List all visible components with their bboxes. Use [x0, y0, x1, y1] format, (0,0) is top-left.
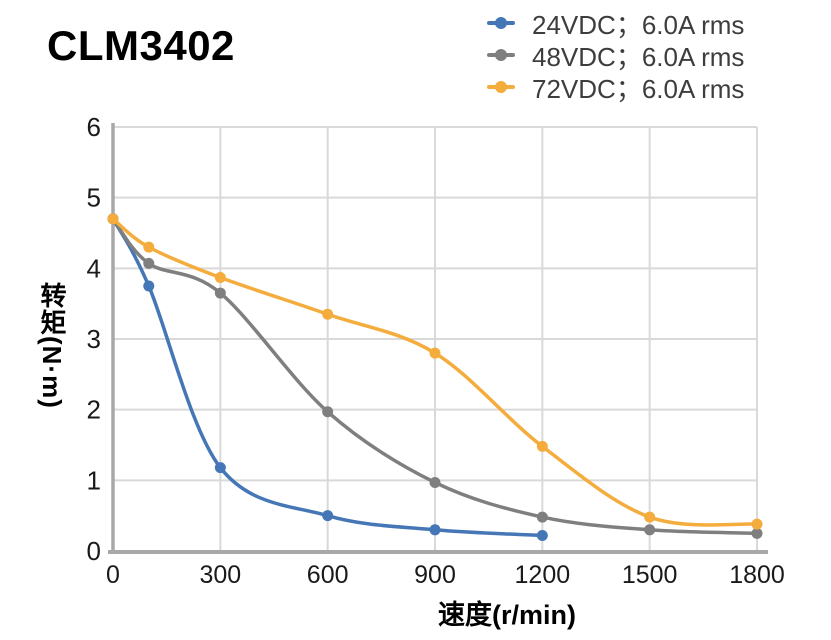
legend-item: 48VDC；6.0A rms [487, 39, 745, 72]
series-point [751, 518, 763, 530]
series-point [143, 280, 155, 292]
x-axis-label: 速度(r/min) [438, 600, 576, 630]
x-tick-label: 1500 [622, 561, 678, 589]
y-tick-label: 0 [87, 536, 101, 566]
y-tick-label: 4 [87, 253, 101, 283]
y-tick-label: 3 [87, 324, 101, 354]
series-point [751, 527, 763, 539]
series-point [322, 406, 334, 418]
x-tick-label: 600 [307, 561, 349, 589]
legend-dot-icon [495, 49, 507, 61]
legend-marker [487, 49, 515, 61]
series-point [644, 524, 656, 536]
legend-marker [487, 17, 515, 29]
series-point [143, 241, 155, 253]
series-point [644, 511, 656, 523]
legend-item: 72VDC；6.0A rms [487, 71, 745, 104]
y-tick-label: 2 [87, 395, 101, 425]
series-point [536, 529, 548, 541]
series-point [536, 511, 548, 523]
legend-label: 24VDC；6.0A rms [532, 9, 745, 40]
x-tick-label: 900 [414, 561, 456, 589]
y-tick-label: 6 [87, 112, 101, 142]
x-tick-label: 300 [199, 561, 241, 589]
y-axis-label: 转矩(N·m) [37, 282, 67, 409]
legend-label: 48VDC；6.0A rms [532, 41, 745, 72]
legend: 24VDC；6.0A rms 48VDC；6.0A rms 72VDC；6.0A r… [487, 7, 745, 104]
series-point [322, 510, 334, 522]
series-point [214, 287, 226, 299]
series-line [111, 217, 759, 527]
series-point [143, 257, 155, 269]
y-tick-label: 5 [87, 183, 101, 213]
page-title: CLM3402 [47, 22, 235, 69]
legend-dot-icon [495, 17, 507, 29]
x-tick-label: 1200 [515, 561, 571, 589]
series-point [214, 272, 226, 284]
series-point [322, 308, 334, 320]
series-line [111, 217, 759, 536]
series-point [429, 476, 441, 488]
x-tick-label: 0 [106, 561, 120, 589]
series-point [429, 524, 441, 536]
y-tick-label: 1 [87, 465, 101, 495]
legend-item: 24VDC；6.0A rms [487, 7, 745, 40]
x-tick-label: 1800 [729, 561, 785, 589]
series-point [429, 347, 441, 359]
series-point [214, 462, 226, 474]
legend-dot-icon [495, 81, 507, 93]
series-point [107, 213, 119, 225]
legend-label: 72VDC；6.0A rms [532, 73, 745, 104]
legend-marker [487, 81, 515, 93]
series-point [536, 440, 548, 452]
